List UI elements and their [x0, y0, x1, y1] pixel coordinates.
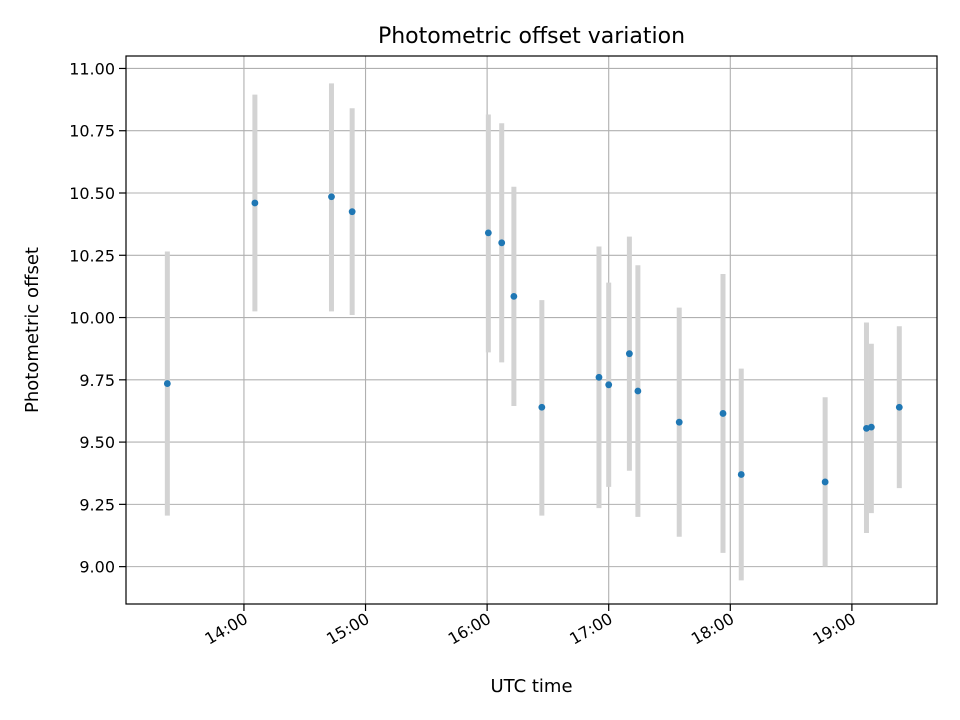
data-point	[484, 229, 492, 237]
data-point	[625, 350, 633, 358]
data-point	[605, 381, 613, 389]
data-point	[510, 292, 518, 300]
y-tick-label: 10.00	[69, 309, 115, 328]
y-axis-ticks: 9.00 9.25 9.50 9.75 10.00 10.25 10.50 10.75 11.0…	[69, 59, 126, 577]
data-point	[163, 380, 171, 387]
y-tick-label: 9.00	[79, 558, 115, 577]
y-tick-label: 10.50	[69, 184, 115, 203]
y-tick-label: 10.25	[69, 246, 115, 265]
data-point	[595, 373, 603, 381]
chart-title: Photometric offset variation	[378, 24, 685, 49]
y-tick-label: 9.75	[79, 371, 115, 390]
data-point	[538, 403, 546, 411]
y-tick-label: 9.50	[79, 433, 115, 452]
data-point	[328, 193, 335, 201]
data-point	[251, 199, 259, 207]
y-tick-label: 10.75	[69, 122, 115, 141]
y-axis-label: Photometric offset	[22, 247, 43, 413]
y-tick-label: 9.25	[79, 495, 115, 514]
data-points	[163, 193, 903, 486]
data-point	[348, 208, 356, 216]
data-point	[634, 387, 642, 395]
data-point	[821, 478, 829, 486]
data-point	[867, 423, 875, 431]
data-point	[675, 418, 683, 426]
data-point	[719, 410, 727, 417]
data-point	[498, 239, 506, 247]
x-axis-label: UTC time	[490, 676, 572, 697]
data-point	[737, 471, 745, 478]
plot-frame	[125, 55, 938, 605]
data-point	[895, 403, 903, 411]
y-tick-label: 11.00	[69, 59, 115, 78]
